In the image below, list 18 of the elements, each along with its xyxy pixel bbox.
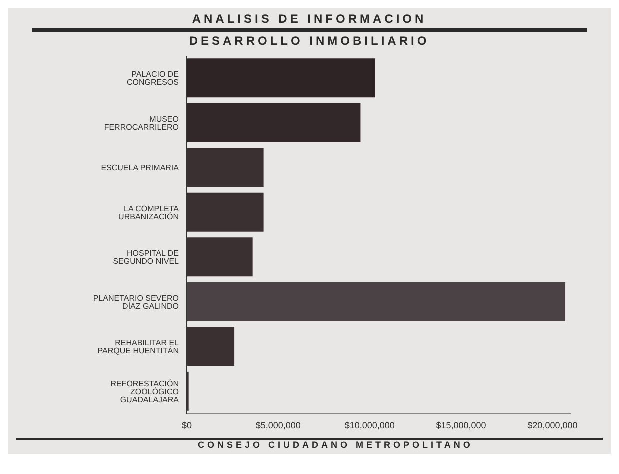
y-tick-label: PLANETARIO SEVERO DÍAZ GALINDO	[93, 294, 179, 311]
x-tick-label: $15,000,000	[436, 420, 486, 430]
text: CONSEJO CIUDADANO METROPOLITANO	[197, 440, 474, 452]
bar	[187, 58, 376, 98]
y-tick-label: REFORESTACIÓN ZOOLÓGICO GUADALAJARA	[110, 379, 180, 404]
y-tick-label: MUSEO FERROCARRILERO	[104, 114, 179, 132]
x-tick-label: $20,000,000	[528, 420, 578, 430]
y-tick-label: PALACIO DE CONGRESOS	[126, 70, 179, 88]
y-tick-label: LA COMPLETA URBANIZACIÓN	[118, 204, 180, 222]
y-tick-label: HOSPITAL DE SEGUNDO NIVEL	[113, 249, 180, 266]
chart-title: ANALISIS DE INFORMACION	[191, 11, 428, 26]
x-tick-label: $0	[182, 420, 192, 430]
y-tick-label: ESCUELA PRIMARIA	[101, 164, 180, 173]
x-tick-label: $10,000,000	[344, 420, 395, 430]
x-tick-label: $5,000,000	[256, 420, 301, 430]
chart-subtitle: DESARROLLO INMOBILIARIO	[188, 34, 431, 48]
bar	[187, 282, 566, 322]
y-tick-label: REHABILITAR EL PARQUE HUENTITÁN	[98, 338, 180, 356]
